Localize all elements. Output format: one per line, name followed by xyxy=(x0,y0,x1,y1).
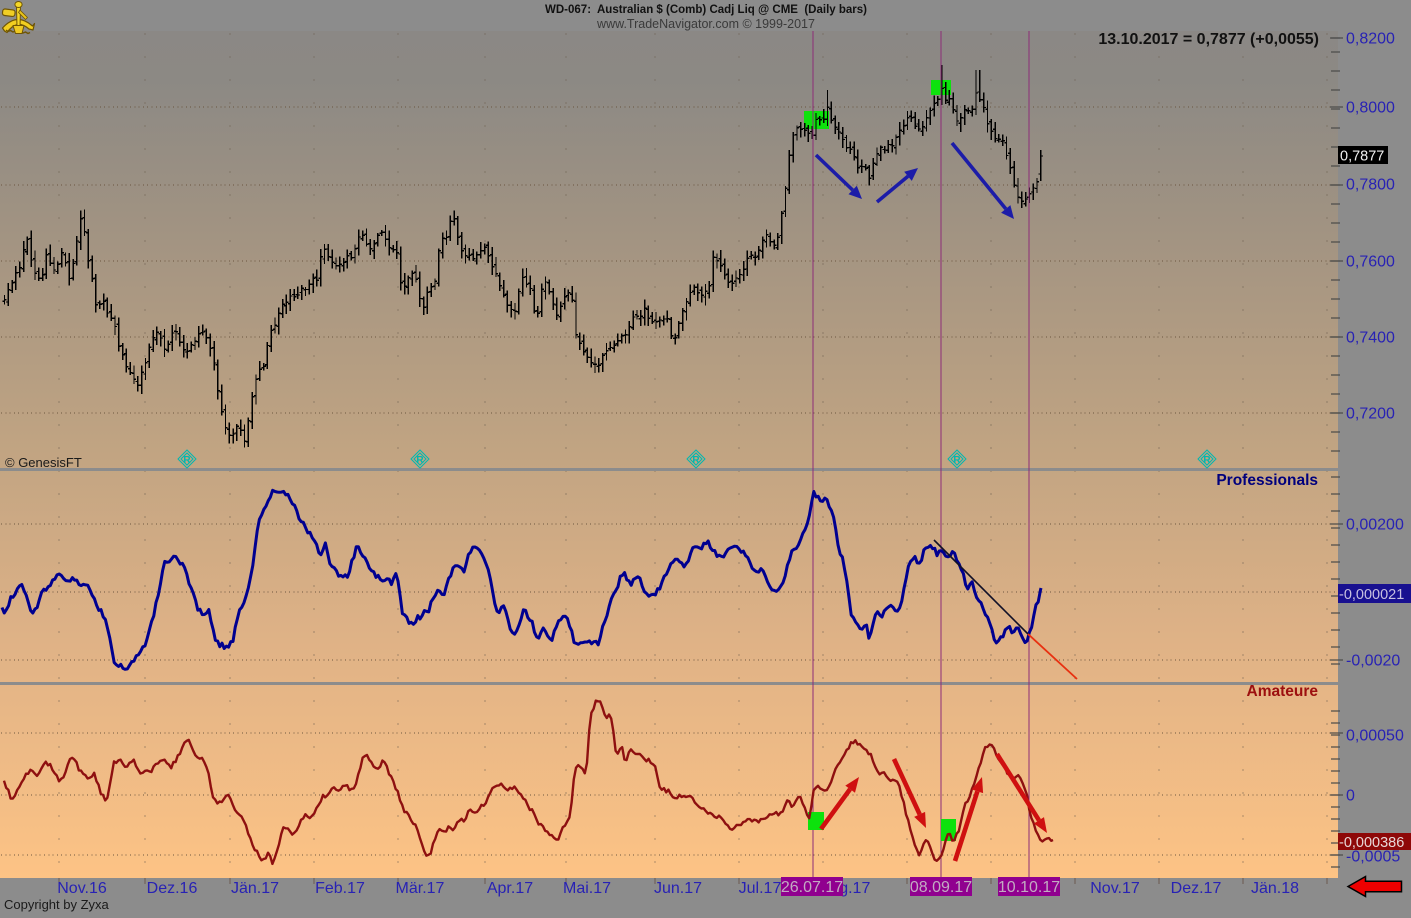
svg-text:Mär.17: Mär.17 xyxy=(396,880,445,897)
svg-text:0,8000: 0,8000 xyxy=(1346,100,1395,117)
svg-text:Dez.16: Dez.16 xyxy=(147,880,198,897)
svg-text:0,7200: 0,7200 xyxy=(1346,406,1395,423)
svg-text:www.TradeNavigator.com © 1999-: www.TradeNavigator.com © 1999-2017 xyxy=(596,17,815,31)
svg-text:-0,0020: -0,0020 xyxy=(1346,653,1400,670)
svg-text:Jun.17: Jun.17 xyxy=(654,880,702,897)
svg-text:R: R xyxy=(953,455,961,466)
svg-text:-0,000021: -0,000021 xyxy=(1339,587,1404,603)
svg-text:Dez.17: Dez.17 xyxy=(1171,880,1222,897)
svg-text:Nov.16: Nov.16 xyxy=(57,880,107,897)
svg-text:Amateure: Amateure xyxy=(1247,683,1319,700)
svg-text:-0,000386: -0,000386 xyxy=(1339,835,1404,851)
svg-text:© GenesisFT: © GenesisFT xyxy=(5,455,82,470)
svg-text:Nov.17: Nov.17 xyxy=(1090,880,1140,897)
svg-text:08.09.17: 08.09.17 xyxy=(910,879,972,896)
svg-text:Feb.17: Feb.17 xyxy=(315,880,365,897)
svg-text:R: R xyxy=(416,455,424,466)
svg-text:Apr.17: Apr.17 xyxy=(487,880,533,897)
svg-text:Jän.17: Jän.17 xyxy=(231,880,279,897)
svg-text:WD-067: Australian $ (Comb) C: WD-067: Australian $ (Comb) Cadj Liq @ C… xyxy=(545,4,867,16)
svg-text:0,8200: 0,8200 xyxy=(1346,31,1395,48)
svg-text:0,7800: 0,7800 xyxy=(1346,177,1395,194)
svg-text:R: R xyxy=(183,455,191,466)
svg-text:13.10.2017 = 0,7877 (+0,0055): 13.10.2017 = 0,7877 (+0,0055) xyxy=(1098,31,1319,48)
svg-text:0,00050: 0,00050 xyxy=(1346,728,1404,745)
svg-text:R: R xyxy=(692,455,700,466)
svg-text:Copyright by Zyxa: Copyright by Zyxa xyxy=(4,897,110,912)
svg-text:Mai.17: Mai.17 xyxy=(563,880,611,897)
svg-text:0,7877: 0,7877 xyxy=(1340,149,1384,165)
svg-text:-0,0005: -0,0005 xyxy=(1346,849,1400,866)
svg-text:Jän.18: Jän.18 xyxy=(1251,880,1299,897)
svg-text:Jul.17: Jul.17 xyxy=(739,880,782,897)
svg-text:0,00200: 0,00200 xyxy=(1346,517,1404,534)
svg-text:26.07.17: 26.07.17 xyxy=(781,879,843,896)
svg-text:0: 0 xyxy=(1346,788,1355,805)
svg-text:0,7600: 0,7600 xyxy=(1346,254,1395,271)
svg-text:10.10.17: 10.10.17 xyxy=(998,879,1060,896)
svg-text:R: R xyxy=(1203,455,1211,466)
svg-text:0,7400: 0,7400 xyxy=(1346,330,1395,347)
svg-text:Professionals: Professionals xyxy=(1216,472,1318,489)
